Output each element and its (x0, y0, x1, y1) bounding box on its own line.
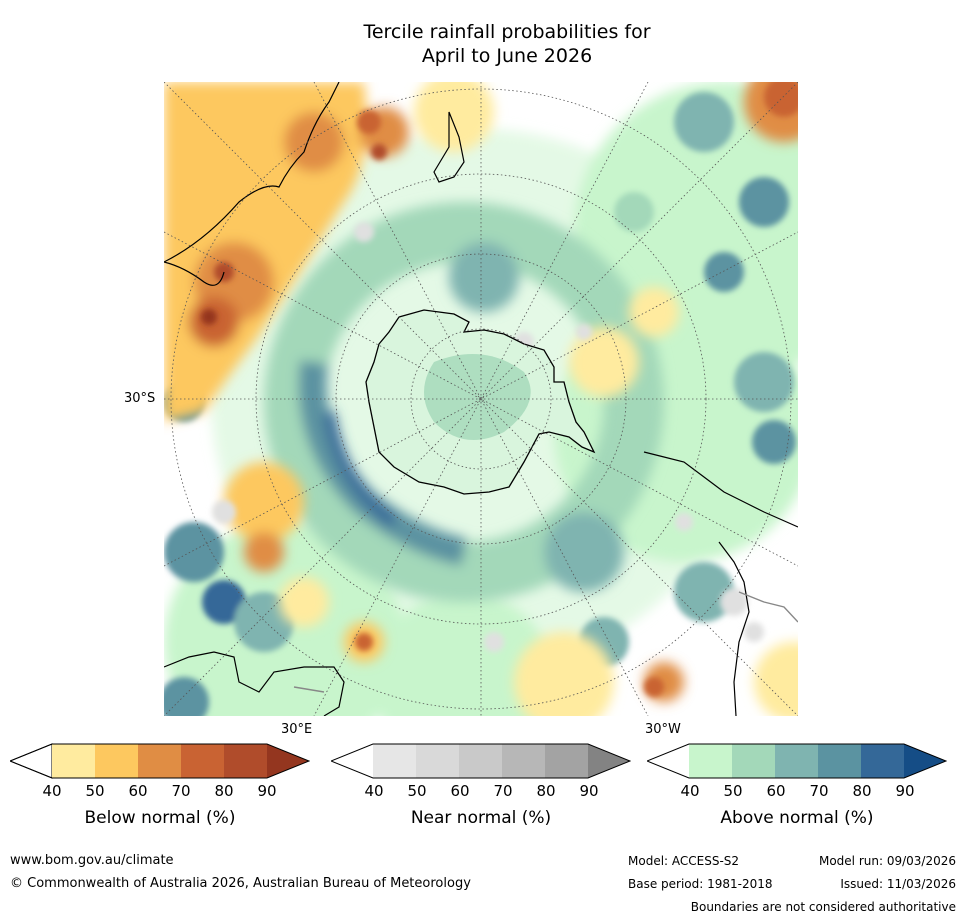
below-normal-strong (201, 82, 798, 697)
coastlines (164, 82, 798, 716)
model-run-date: Model run: 09/03/2026 (818, 854, 956, 868)
colorbar-above-high-extension (904, 744, 946, 778)
near-tick: 70 (493, 782, 513, 800)
below-tick: 40 (42, 782, 62, 800)
near-tick: 50 (407, 782, 427, 800)
near-tick: 90 (579, 782, 599, 800)
colorbar-below-cell (95, 744, 138, 778)
colorbar-above-cell (861, 744, 904, 778)
colorbar-near-cell (545, 744, 588, 778)
colorbar-below-cell (224, 744, 267, 778)
near-tick: 60 (450, 782, 470, 800)
below-normal-label: Below normal (%) (84, 808, 236, 828)
above-tick: 70 (809, 782, 829, 800)
boundary-disclaimer: Boundaries are not considered authoritat… (690, 900, 956, 914)
below-tick: 80 (214, 782, 234, 800)
above-normal-ring (264, 202, 664, 602)
title-line-2: April to June 2026 (421, 45, 593, 67)
title-line-1: Tercile rainfall probabilities for (363, 21, 651, 43)
below-tick: 70 (171, 782, 191, 800)
colorbar-below (10, 743, 310, 779)
near-tick: 80 (536, 782, 556, 800)
colorbar-near-cell (416, 744, 459, 778)
colorbar-near-cell (373, 744, 416, 778)
colorbar-above-cell (689, 744, 732, 778)
map-title: Tercile rainfall probabilities for April… (0, 20, 965, 68)
above-tick: 60 (766, 782, 786, 800)
near-normal-label: Near normal (%) (410, 808, 552, 828)
copyright: © Commonwealth of Australia 2026, Austra… (10, 876, 471, 891)
model-name: Model: ACCESS-S2 (628, 854, 740, 868)
above-tick: 50 (723, 782, 743, 800)
colorbar-above-cell (775, 744, 818, 778)
colorbar-near-cell (502, 744, 545, 778)
colorbar-near (331, 743, 631, 779)
above-normal-label: Above normal (%) (720, 808, 874, 828)
colorbar-below-cell (138, 744, 181, 778)
lon-label-30w: 30°W (645, 722, 681, 737)
country-borders (293, 591, 798, 693)
colorbar-near-low-extension (331, 744, 373, 778)
colorbar-near-cell (459, 744, 502, 778)
website-link[interactable]: www.bom.gov.au/climate (10, 853, 174, 868)
antarctica (365, 309, 596, 495)
lon-label-30e: 30°E (281, 722, 313, 737)
colorbar-above (647, 743, 947, 779)
colorbar-above-cell (818, 744, 861, 778)
above-tick: 40 (680, 782, 700, 800)
graticule (164, 82, 798, 716)
colorbar-near-high-extension (588, 744, 630, 778)
map-svg (164, 82, 798, 716)
colorbar-below-low-extension (10, 743, 53, 779)
colorbar-above-cell (732, 744, 775, 778)
colorbar-below-cell (52, 744, 95, 778)
probability-map (164, 82, 798, 716)
colorbar-below-cell (181, 744, 224, 778)
below-tick: 60 (128, 782, 148, 800)
colorbar-below-high-extension (267, 744, 309, 778)
colorbar-above-low-extension (647, 744, 689, 778)
below-tick: 50 (85, 782, 105, 800)
issued-date: Issued: 11/03/2026 (840, 877, 956, 891)
above-tick: 90 (895, 782, 915, 800)
near-tick: 40 (364, 782, 384, 800)
above-normal-patches (164, 92, 796, 716)
below-tick: 90 (257, 782, 277, 800)
above-tick: 80 (852, 782, 872, 800)
lat-label-30s: 30°S (124, 391, 156, 406)
base-period: Base period: 1981-2018 (628, 877, 773, 891)
